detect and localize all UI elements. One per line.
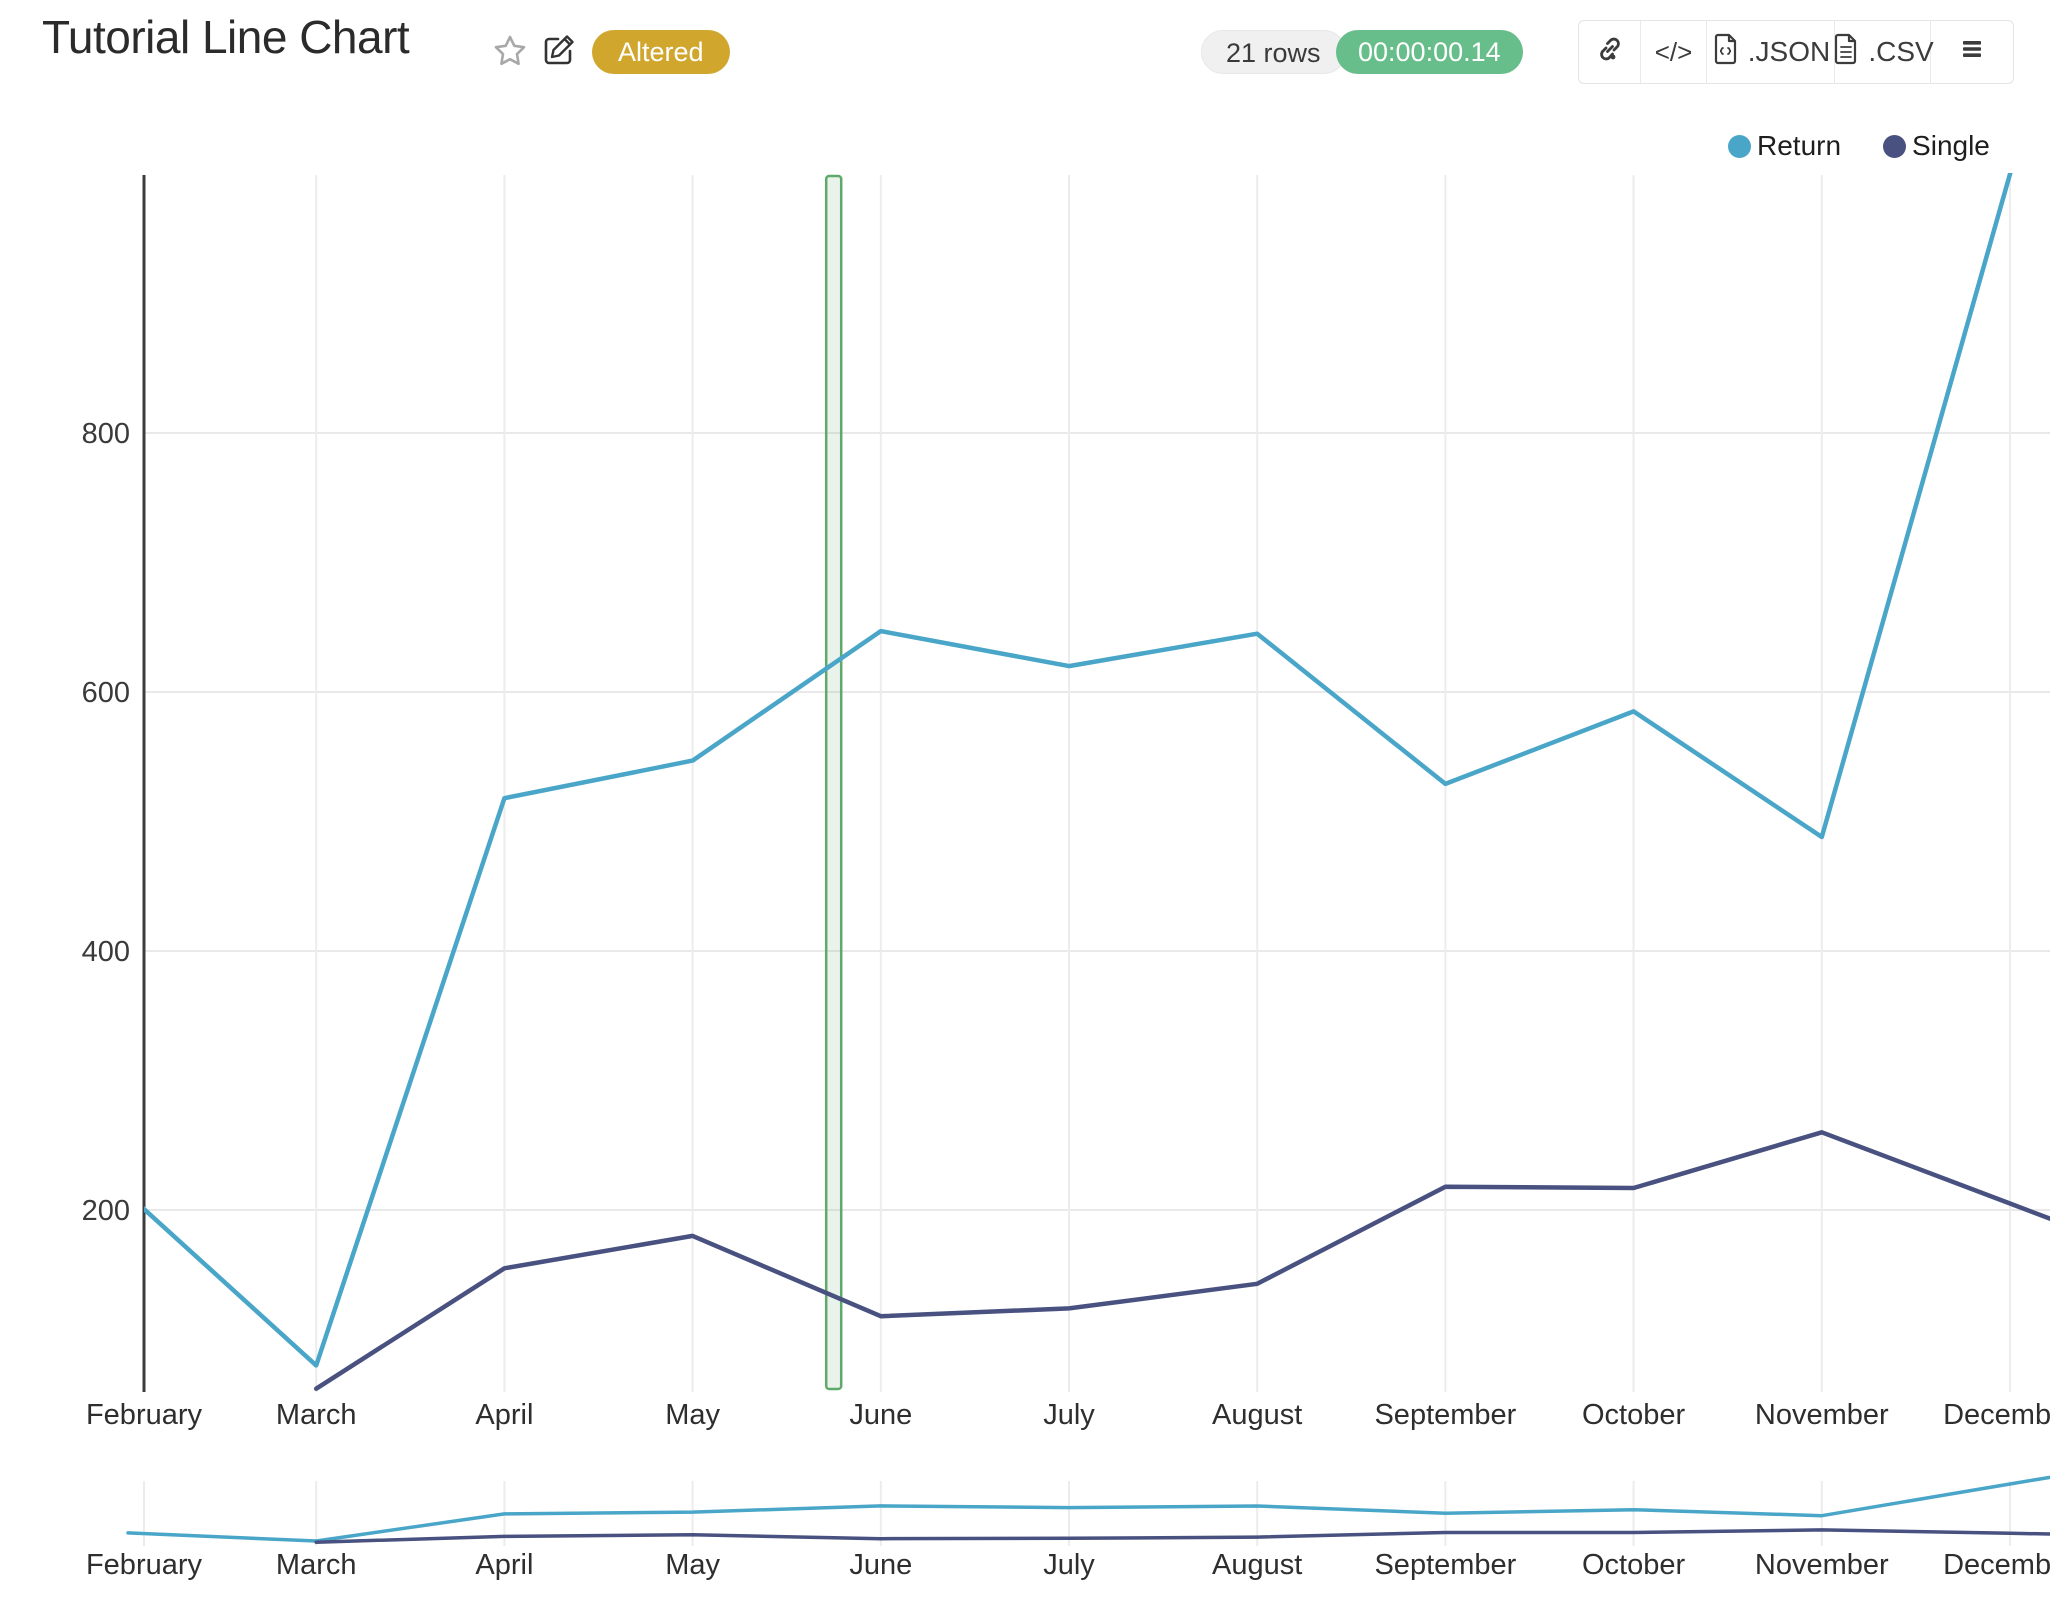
- edit-button[interactable]: [541, 32, 577, 68]
- page-title: Tutorial Line Chart: [42, 11, 410, 63]
- svg-text:April: April: [475, 1399, 533, 1431]
- embed-code-button[interactable]: </>: [1641, 21, 1707, 83]
- edit-pencil-icon: [541, 35, 577, 71]
- link-icon: [1594, 33, 1626, 72]
- csv-label: .CSV: [1868, 36, 1934, 67]
- svg-text:600: 600: [82, 677, 130, 709]
- svg-text:March: March: [276, 1549, 357, 1581]
- legend: Return Single: [1728, 130, 1990, 162]
- svg-text:September: September: [1374, 1549, 1516, 1581]
- svg-text:October: October: [1582, 1399, 1685, 1431]
- status-badge: Altered: [592, 30, 730, 74]
- svg-text:400: 400: [82, 936, 130, 968]
- legend-swatch: [1883, 134, 1907, 158]
- svg-text:August: August: [1212, 1549, 1302, 1581]
- svg-text:May: May: [665, 1399, 720, 1431]
- svg-text:800: 800: [82, 418, 130, 450]
- svg-text:November: November: [1755, 1399, 1889, 1431]
- svg-text:July: July: [1043, 1549, 1095, 1581]
- json-label: .JSON: [1747, 36, 1831, 67]
- svg-text:February: February: [86, 1549, 203, 1581]
- svg-text:November: November: [1755, 1549, 1889, 1581]
- svg-text:June: June: [849, 1549, 912, 1581]
- svg-text:May: May: [665, 1549, 720, 1581]
- svg-text:March: March: [276, 1399, 357, 1431]
- svg-text:June: June: [849, 1399, 912, 1431]
- export-toolbar: </> .JSON .CSV: [1578, 20, 2014, 84]
- more-options-button[interactable]: [1931, 21, 2013, 83]
- svg-text:August: August: [1212, 1399, 1302, 1431]
- legend-label: Single: [1912, 130, 1990, 161]
- svg-text:200: 200: [82, 1195, 130, 1227]
- hamburger-menu-icon: [1957, 34, 1987, 71]
- share-link-button[interactable]: [1579, 21, 1641, 83]
- csv-file-icon: [1831, 33, 1861, 72]
- svg-text:July: July: [1043, 1399, 1095, 1431]
- star-icon: [492, 35, 528, 72]
- svg-text:September: September: [1374, 1399, 1516, 1431]
- svg-text:December: December: [1943, 1399, 2050, 1431]
- download-csv-button[interactable]: .CSV: [1835, 21, 1934, 83]
- legend-swatch: [1728, 134, 1751, 158]
- svg-text:February: February: [86, 1399, 203, 1431]
- svg-text:December: December: [1943, 1549, 2050, 1581]
- svg-text:April: April: [475, 1549, 533, 1581]
- execution-time-badge: 00:00:00.14: [1336, 30, 1523, 74]
- legend-item-single[interactable]: Single: [1883, 130, 1990, 162]
- download-json-button[interactable]: .JSON: [1707, 21, 1835, 83]
- rows-count-badge: 21 rows: [1201, 30, 1346, 74]
- favorite-star-button[interactable]: [492, 33, 528, 69]
- legend-label: Return: [1757, 130, 1842, 161]
- json-file-icon: [1711, 33, 1741, 72]
- code-embed-icon: </>: [1654, 36, 1693, 67]
- svg-text:October: October: [1582, 1549, 1685, 1581]
- legend-item-return[interactable]: Return: [1728, 130, 1841, 162]
